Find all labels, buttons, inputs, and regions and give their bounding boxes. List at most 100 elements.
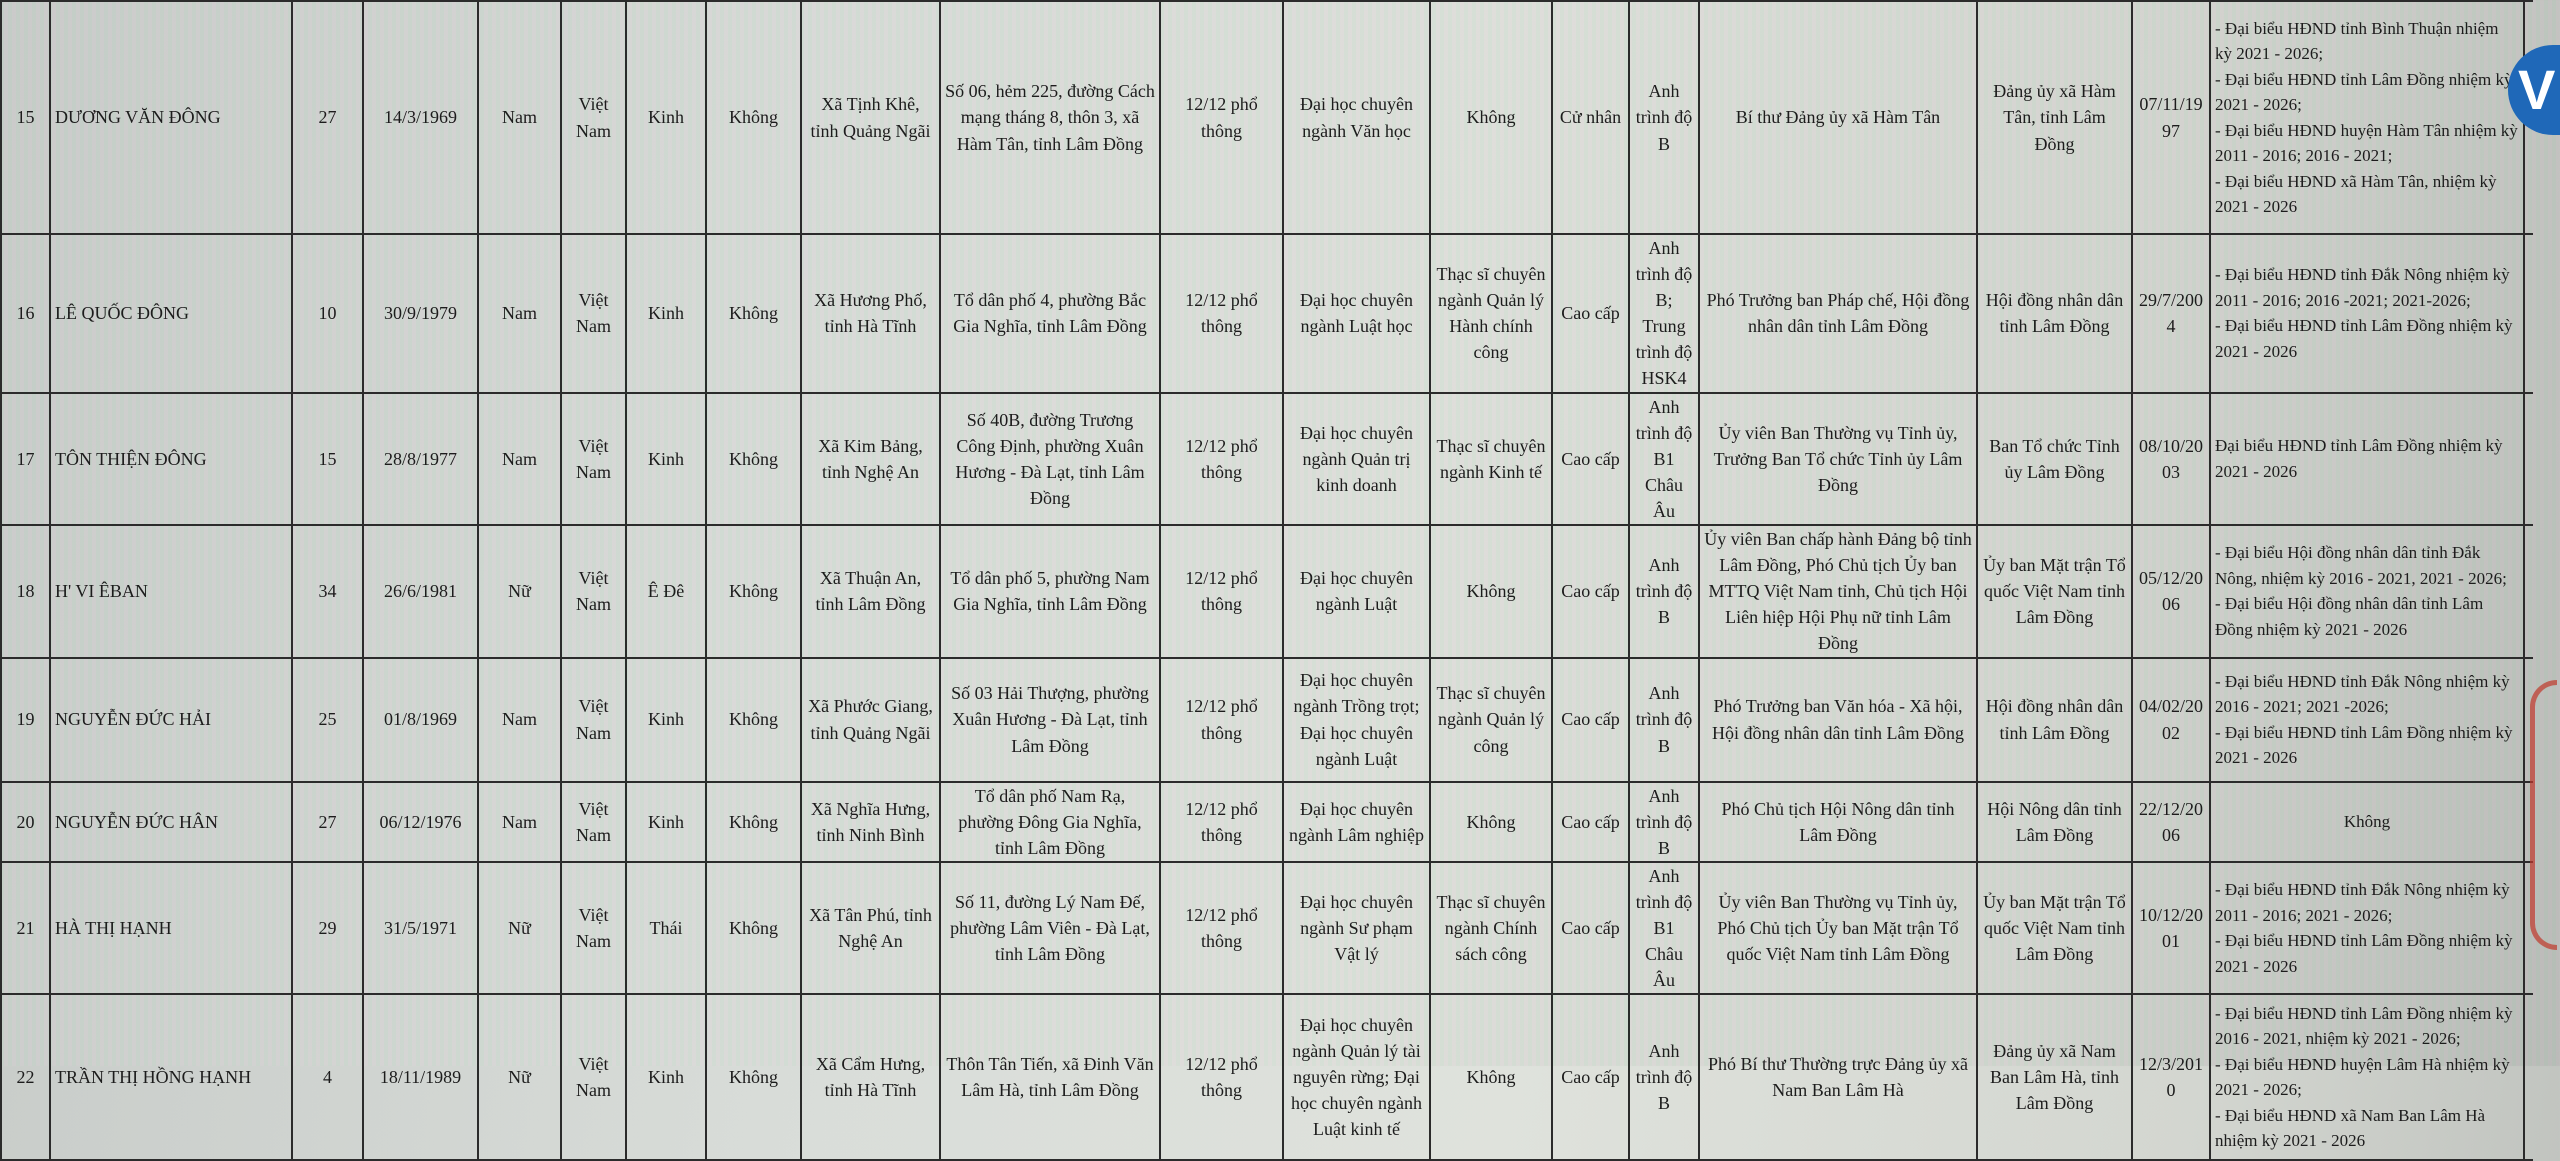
table-row: 18 H' VI ÊBAN 34 26/6/1981 Nữ Việt Nam Ê Đê Khô… <box>0 524 2533 659</box>
cell-degree: Đại học chuyên ngành Sư phạm Vật lý <box>1282 860 1431 996</box>
delegate-line: - Đại biểu HĐND tỉnh Lâm Đồng nhiệm kỳ 2… <box>2215 931 2513 976</box>
cell-unit: 4 <box>291 993 364 1161</box>
delegate-line: - Đại biểu HĐND tỉnh Đắk Nông nhiệm kỳ 2… <box>2215 671 2510 717</box>
cell-sex: Nữ <box>477 993 562 1161</box>
cell-delegate-history: - Đại biểu HĐND tỉnh Lâm Đồng nhiệm kỳ 2… <box>2209 993 2525 1161</box>
cell-religion: Không <box>705 780 802 863</box>
cell-political: Cao cấp <box>1551 780 1630 863</box>
cell-nationality: Việt Nam <box>560 391 627 527</box>
cell-ethnic: Kinh <box>625 656 707 783</box>
cell-party-date: 29/7/2004 <box>2131 233 2211 394</box>
cell-delegate-history: Không <box>2209 780 2525 863</box>
cell-dob: 28/8/1977 <box>362 391 479 527</box>
cell-general-edu: 12/12 phổ thông <box>1159 233 1284 394</box>
cell-unit: 34 <box>291 524 364 659</box>
cell-residence: Tổ dân phố 4, phường Bắc Gia Nghĩa, tỉnh… <box>939 233 1161 394</box>
table-row: 15 DƯƠNG VĂN ĐÔNG 27 14/3/1969 Nam Việt Nam Ki… <box>0 0 2533 235</box>
delegate-line: - Đại biểu HĐND tỉnh Đắk Nông nhiệm kỳ 2… <box>2215 880 2510 925</box>
cell-residence: Số 11, đường Lý Nam Đế, phường Lâm Viên … <box>939 860 1161 996</box>
cell-political: Cao cấp <box>1551 656 1630 783</box>
cell-postgrad: Thạc sĩ chuyên ngành Kinh tế <box>1429 391 1553 527</box>
delegate-line: - Đại biểu HĐND tỉnh Lâm Đồng nhiệm kỳ 2… <box>2215 1003 2513 1049</box>
cell-workplace: Hội đồng nhân dân tỉnh Lâm Đồng <box>1976 233 2133 394</box>
delegate-line: - Đại biểu HĐND tỉnh Lâm Đồng nhiệm kỳ 2… <box>2215 69 2513 115</box>
cell-nationality: Việt Nam <box>560 233 627 394</box>
cell-language: Anh trình độ B <box>1628 780 1700 863</box>
cell-position: Bí thư Đảng ủy xã Hàm Tân <box>1698 0 1978 235</box>
cell-hometown: Xã Thuận An, tỉnh Lâm Đồng <box>800 524 941 659</box>
cell-party-date: 12/3/2010 <box>2131 993 2211 1161</box>
cell-ethnic: Kinh <box>625 780 707 863</box>
cell-postgrad: Thạc sĩ chuyên ngành Quản lý công <box>1429 656 1553 783</box>
cell-blank <box>2523 656 2533 783</box>
cell-residence: Số 40B, đường Trương Công Định, phường X… <box>939 391 1161 527</box>
cell-residence: Số 03 Hải Thượng, phường Xuân Hương - Đà… <box>939 656 1161 783</box>
cell-blank <box>2523 780 2533 863</box>
cell-position: Ủy viên Ban Thường vụ Tỉnh ủy, Trưởng Ba… <box>1698 391 1978 527</box>
cell-dob: 31/5/1971 <box>362 860 479 996</box>
cell-general-edu: 12/12 phổ thông <box>1159 656 1284 783</box>
cell-workplace: Hội Nông dân tỉnh Lâm Đồng <box>1976 780 2133 863</box>
cell-nationality: Việt Nam <box>560 0 627 235</box>
cell-stt: 20 <box>0 780 51 863</box>
cell-language: Anh trình độ B1 Châu Âu <box>1628 860 1700 996</box>
cell-dob: 06/12/1976 <box>362 780 479 863</box>
table-row: 16 LÊ QUỐC ĐÔNG 10 30/9/1979 Nam Việt Nam Kinh… <box>0 233 2533 394</box>
cell-delegate-history: - Đại biểu HĐND tỉnh Đắk Nông nhiệm kỳ 2… <box>2209 860 2525 996</box>
cell-party-date: 07/11/1997 <box>2131 0 2211 235</box>
cell-hometown: Xã Nghĩa Hưng, tỉnh Ninh Bình <box>800 780 941 863</box>
cell-nationality: Việt Nam <box>560 993 627 1161</box>
cell-sex: Nam <box>477 656 562 783</box>
cell-sex: Nữ <box>477 524 562 659</box>
cell-name: TÔN THIỆN ĐÔNG <box>49 391 293 527</box>
cell-dob: 26/6/1981 <box>362 524 479 659</box>
delegate-line: Đại biểu HĐND tỉnh Lâm Đồng nhiệm kỳ 202… <box>2215 436 2503 481</box>
cell-general-edu: 12/12 phổ thông <box>1159 0 1284 235</box>
cell-language: Anh trình độ B <box>1628 524 1700 659</box>
cell-sex: Nữ <box>477 860 562 996</box>
cell-postgrad: Không <box>1429 0 1553 235</box>
cell-workplace: Đảng ủy xã Hàm Tân, tỉnh Lâm Đồng <box>1976 0 2133 235</box>
cell-unit: 10 <box>291 233 364 394</box>
cell-hometown: Xã Cẩm Hưng, tỉnh Hà Tĩnh <box>800 993 941 1161</box>
cell-degree: Đại học chuyên ngành Luật học <box>1282 233 1431 394</box>
cell-blank <box>2523 233 2533 394</box>
cell-name: LÊ QUỐC ĐÔNG <box>49 233 293 394</box>
cell-stt: 22 <box>0 993 51 1161</box>
cell-political: Cao cấp <box>1551 993 1630 1161</box>
cell-blank <box>2523 524 2533 659</box>
cell-residence: Tổ dân phố Nam Rạ, phường Đông Gia Nghĩa… <box>939 780 1161 863</box>
delegate-line: - Đại biểu Hội đồng nhân dân tỉnh Đắk Nô… <box>2215 543 2507 588</box>
cell-name: TRẦN THỊ HỒNG HẠNH <box>49 993 293 1161</box>
cell-blank <box>2523 860 2533 996</box>
cell-religion: Không <box>705 524 802 659</box>
cell-political: Cao cấp <box>1551 860 1630 996</box>
cell-general-edu: 12/12 phổ thông <box>1159 780 1284 863</box>
cell-language: Anh trình độ B; Trung trình độ HSK4 <box>1628 233 1700 394</box>
cell-stt: 21 <box>0 860 51 996</box>
cell-party-date: 04/02/2002 <box>2131 656 2211 783</box>
cell-ethnic: Ê Đê <box>625 524 707 659</box>
cell-delegate-history: - Đại biểu HĐND tỉnh Đắk Nông nhiệm kỳ 2… <box>2209 233 2525 394</box>
cell-workplace: Hội đồng nhân dân tỉnh Lâm Đồng <box>1976 656 2133 783</box>
delegate-line: - Đại biểu HĐND tỉnh Lâm Đồng nhiệm kỳ 2… <box>2215 316 2513 361</box>
cell-hometown: Xã Hương Phố, tỉnh Hà Tĩnh <box>800 233 941 394</box>
cell-position: Phó Bí thư Thường trực Đảng ủy xã Nam Ba… <box>1698 993 1978 1161</box>
cell-language: Anh trình độ B <box>1628 0 1700 235</box>
cell-language: Anh trình độ B1 Châu Âu <box>1628 391 1700 527</box>
table-row: 21 HÀ THỊ HẠNH 29 31/5/1971 Nữ Việt Nam Thái Kh… <box>0 860 2533 996</box>
cell-political: Cử nhân <box>1551 0 1630 235</box>
cell-delegate-history: - Đại biểu HĐND tỉnh Đắk Nông nhiệm kỳ 2… <box>2209 656 2525 783</box>
cell-workplace: Ủy ban Mặt trận Tổ quốc Việt Nam tỉnh Lâ… <box>1976 524 2133 659</box>
cell-degree: Đại học chuyên ngành Trồng trọt; Đại học… <box>1282 656 1431 783</box>
cell-general-edu: 12/12 phổ thông <box>1159 391 1284 527</box>
cell-delegate-history: - Đại biểu Hội đồng nhân dân tỉnh Đắk Nô… <box>2209 524 2525 659</box>
cell-blank <box>2523 993 2533 1161</box>
cell-stt: 18 <box>0 524 51 659</box>
cell-general-edu: 12/12 phổ thông <box>1159 524 1284 659</box>
delegate-line: Không <box>2343 811 2391 831</box>
cell-political: Cao cấp <box>1551 391 1630 527</box>
cell-postgrad: Thạc sĩ chuyên ngành Chính sách công <box>1429 860 1553 996</box>
cell-religion: Không <box>705 656 802 783</box>
